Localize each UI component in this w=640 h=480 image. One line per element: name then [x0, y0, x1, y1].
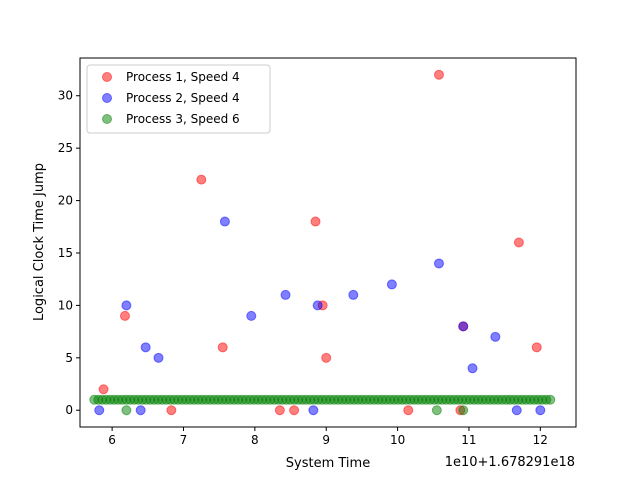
y-tick-label: 0 — [65, 403, 73, 417]
legend-marker — [102, 93, 112, 103]
x-tick-label: 8 — [251, 433, 259, 447]
data-point — [166, 405, 177, 416]
data-point — [535, 405, 546, 416]
data-point — [513, 237, 524, 248]
x-tick-label: 7 — [180, 433, 188, 447]
data-point — [458, 321, 469, 332]
y-tick-label: 15 — [58, 246, 73, 260]
data-point — [121, 300, 132, 311]
data-point — [386, 279, 397, 290]
x-axis-label: System Time — [286, 456, 370, 471]
y-tick-label: 5 — [65, 351, 73, 365]
data-point — [274, 405, 285, 416]
data-point — [121, 405, 132, 416]
legend-marker — [102, 72, 112, 82]
data-point — [531, 342, 542, 353]
data-point — [153, 352, 164, 363]
legend-marker — [102, 114, 112, 124]
plot-frame — [79, 57, 577, 428]
data-point — [119, 310, 130, 321]
data-point — [467, 363, 478, 374]
data-point — [348, 289, 359, 300]
data-point — [219, 216, 230, 227]
x-tick-label: 12 — [533, 433, 548, 447]
y-tick-label: 20 — [58, 194, 73, 208]
data-point — [94, 405, 105, 416]
x-tick-label: 6 — [108, 433, 116, 447]
x-axis-ticks: 6 7 8 9 10 11 12 — [108, 427, 548, 447]
y-tick-label: 30 — [58, 89, 73, 103]
data-point — [135, 405, 146, 416]
data-point — [310, 216, 321, 227]
data-point — [433, 258, 444, 269]
data-point — [308, 405, 319, 416]
data-point — [246, 310, 257, 321]
baseline-point — [545, 394, 556, 405]
data-point — [431, 405, 442, 416]
legend: Process 1, Speed 4 Process 2, Speed 4 Proc… — [86, 64, 271, 134]
y-tick-label: 10 — [58, 298, 73, 312]
data-point — [289, 405, 300, 416]
data-point — [217, 342, 228, 353]
y-tick-label: 25 — [58, 141, 73, 155]
data-point — [321, 352, 332, 363]
data-point — [403, 405, 414, 416]
data-point — [312, 300, 323, 311]
x-axis-offset-label: 1e10+1.678291e18 — [445, 455, 575, 470]
legend-label: Process 1, Speed 4 — [126, 70, 240, 84]
data-point — [280, 289, 291, 300]
legend-label: Process 2, Speed 4 — [126, 91, 240, 105]
x-tick-label: 9 — [322, 433, 330, 447]
legend-label: Process 3, Speed 6 — [126, 112, 240, 126]
points-layer — [89, 69, 556, 416]
data-point — [196, 174, 207, 185]
data-point — [98, 384, 109, 395]
data-point — [140, 342, 151, 353]
legend-box — [86, 64, 271, 134]
data-point — [490, 331, 501, 342]
data-point — [433, 69, 444, 80]
y-axis-ticks: 0 5 10 15 20 25 30 — [58, 89, 80, 417]
data-point — [511, 405, 522, 416]
y-axis-label: Logical Clock Time Jump — [32, 163, 47, 321]
x-tick-label: 10 — [390, 433, 405, 447]
x-tick-label: 11 — [461, 433, 476, 447]
data-point — [458, 405, 469, 416]
